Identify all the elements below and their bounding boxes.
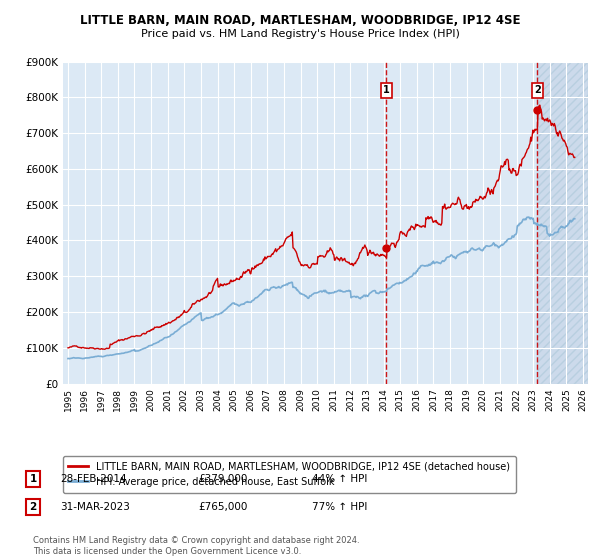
Legend: LITTLE BARN, MAIN ROAD, MARTLESHAM, WOODBRIDGE, IP12 4SE (detached house), HPI: : LITTLE BARN, MAIN ROAD, MARTLESHAM, WOOD…: [62, 456, 515, 493]
Bar: [538, 62, 588, 384]
Text: 2: 2: [534, 85, 541, 95]
Text: 77% ↑ HPI: 77% ↑ HPI: [312, 502, 367, 512]
Text: 2: 2: [29, 502, 37, 512]
Text: 31-MAR-2023: 31-MAR-2023: [60, 502, 130, 512]
Text: 1: 1: [383, 85, 390, 95]
Text: £379,000: £379,000: [198, 474, 247, 484]
Text: LITTLE BARN, MAIN ROAD, MARTLESHAM, WOODBRIDGE, IP12 4SE: LITTLE BARN, MAIN ROAD, MARTLESHAM, WOOD…: [80, 14, 520, 27]
Text: 44% ↑ HPI: 44% ↑ HPI: [312, 474, 367, 484]
Text: 1: 1: [29, 474, 37, 484]
Text: Contains HM Land Registry data © Crown copyright and database right 2024.
This d: Contains HM Land Registry data © Crown c…: [33, 536, 359, 556]
Text: £765,000: £765,000: [198, 502, 247, 512]
Text: Price paid vs. HM Land Registry's House Price Index (HPI): Price paid vs. HM Land Registry's House …: [140, 29, 460, 39]
Text: 28-FEB-2014: 28-FEB-2014: [60, 474, 127, 484]
